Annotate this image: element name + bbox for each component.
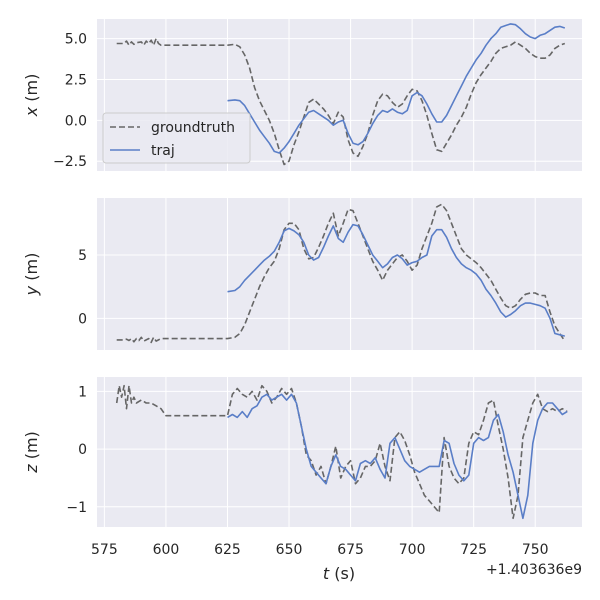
series-groundtruth-z	[115, 384, 568, 520]
x-tick-label: 750	[522, 542, 549, 558]
panel-y: 0 5 y (m)	[22, 198, 582, 350]
x-tick-label: 625	[214, 542, 241, 558]
panel-z: −1 0 1 575 600 625 650 675 700 725 750 z (m)	[22, 377, 582, 558]
y-tick-label: 1	[78, 384, 87, 400]
series-groundtruth-y	[116, 203, 566, 344]
y-tick-label: 0	[78, 311, 87, 327]
y-tick-label: −2.5	[53, 154, 87, 170]
series-traj-x	[227, 23, 566, 154]
x-tick-label: 650	[276, 542, 303, 558]
y-axis-label-x: x (m)	[22, 74, 41, 118]
y-tick-label: 5.0	[65, 32, 87, 48]
x-offset-text: +1.403636e9	[486, 562, 582, 578]
plot-area-z	[97, 377, 582, 527]
legend: groundtruth traj	[102, 112, 251, 164]
series-traj-y	[227, 223, 566, 337]
y-axis-label-z: z (m)	[22, 431, 41, 474]
x-tick-label: 700	[399, 542, 426, 558]
y-tick-label: 0	[78, 442, 87, 458]
legend-label-traj: traj	[151, 143, 175, 159]
y-tick-label: 2.5	[65, 72, 87, 88]
y-axis-label-y: y (m)	[22, 253, 41, 297]
plot-area-y	[97, 198, 582, 350]
series-groundtruth-x	[116, 37, 566, 166]
x-tick-label: 675	[337, 542, 364, 558]
y-tick-label: 5	[78, 248, 87, 264]
x-tick-label: 725	[460, 542, 487, 558]
y-tick-label: 0.0	[65, 113, 87, 129]
x-tick-label: 600	[153, 542, 180, 558]
y-tick-label: −1	[66, 500, 87, 516]
legend-label-groundtruth: groundtruth	[151, 120, 235, 136]
series-traj-z	[227, 393, 568, 520]
x-tick-label: 575	[91, 542, 118, 558]
x-axis-label: t (s)	[323, 564, 355, 583]
